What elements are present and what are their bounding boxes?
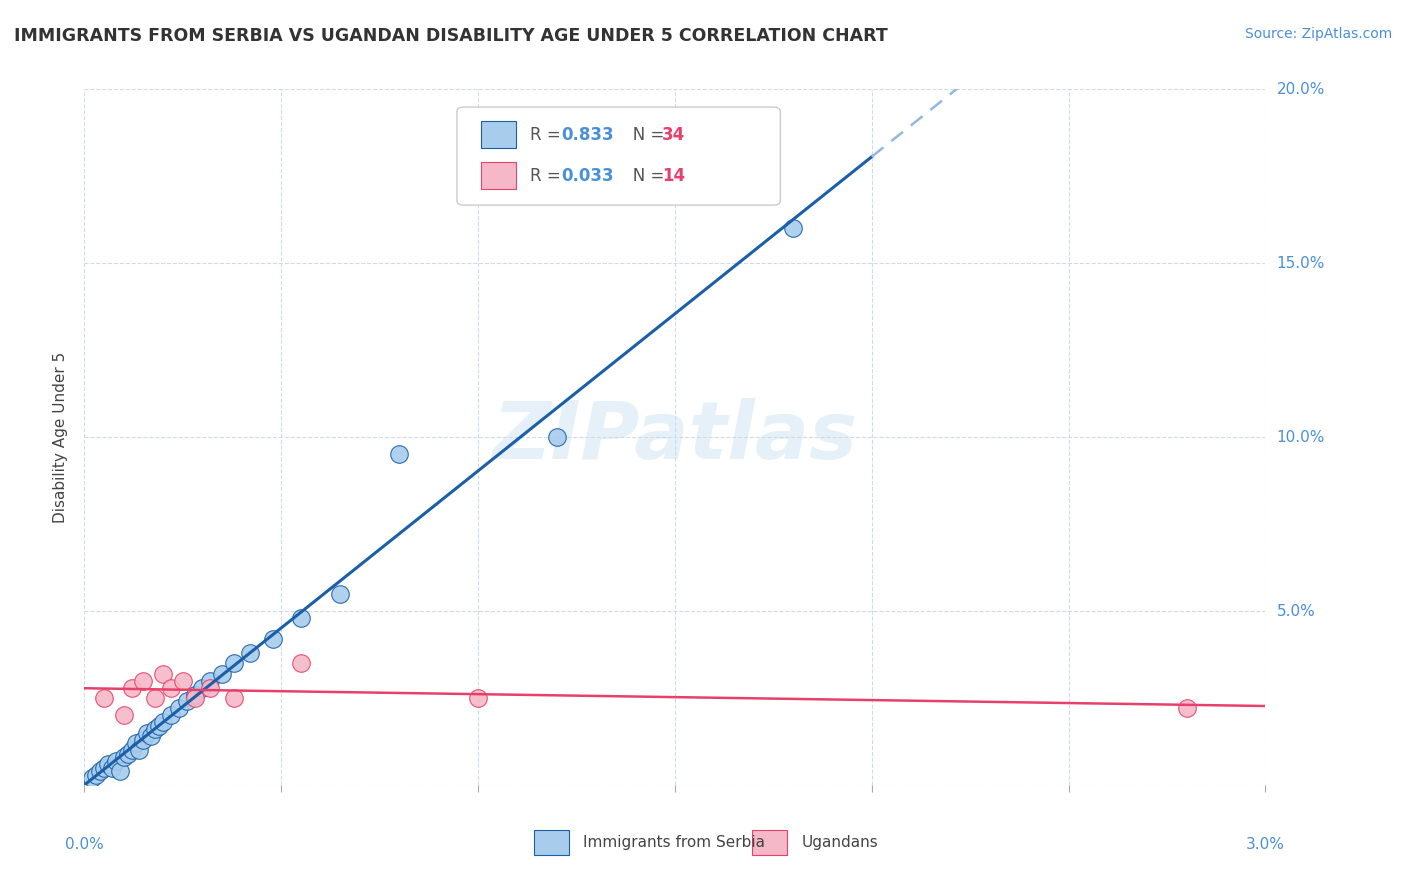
Point: [141, 729, 163, 743]
Point: [108, 764, 131, 778]
Point: [167, 701, 190, 715]
Text: R =: R =: [530, 167, 567, 185]
Text: 14: 14: [662, 167, 685, 185]
Text: 15.0%: 15.0%: [1277, 256, 1324, 270]
Point: [121, 743, 143, 757]
Point: [160, 708, 183, 723]
Point: [148, 719, 170, 733]
Point: [104, 754, 127, 768]
Point: [112, 750, 135, 764]
Point: [262, 632, 284, 646]
Text: Immigrants from Serbia: Immigrants from Serbia: [583, 836, 765, 850]
Point: [112, 708, 135, 723]
Point: [290, 611, 312, 625]
Text: Source: ZipAtlas.com: Source: ZipAtlas.com: [1244, 27, 1392, 41]
Point: [222, 690, 245, 705]
Point: [1175, 701, 1198, 715]
Point: [183, 690, 205, 705]
Point: [101, 760, 124, 774]
Text: 34: 34: [662, 126, 686, 144]
Point: [89, 764, 111, 778]
Point: [782, 221, 804, 235]
Text: 5.0%: 5.0%: [1277, 604, 1315, 618]
Point: [152, 666, 174, 681]
Point: [121, 681, 143, 695]
Text: 0.0%: 0.0%: [65, 837, 104, 852]
Text: 0.833: 0.833: [561, 126, 613, 144]
Point: [546, 430, 568, 444]
Point: [290, 657, 312, 671]
Text: 0.033: 0.033: [561, 167, 613, 185]
Point: [239, 646, 262, 660]
Point: [222, 657, 245, 671]
Point: [132, 732, 155, 747]
Point: [200, 673, 222, 688]
Point: [329, 587, 352, 601]
Point: [183, 688, 205, 702]
Point: [211, 666, 233, 681]
Point: [176, 694, 198, 708]
Point: [136, 726, 159, 740]
Text: ZIPatlas: ZIPatlas: [492, 398, 858, 476]
Point: [97, 757, 120, 772]
Point: [124, 736, 146, 750]
Text: Ugandans: Ugandans: [801, 836, 879, 850]
Point: [93, 690, 115, 705]
Point: [191, 681, 214, 695]
Text: N =: N =: [617, 126, 669, 144]
Text: 20.0%: 20.0%: [1277, 82, 1324, 96]
Point: [152, 715, 174, 730]
Point: [143, 723, 166, 737]
Point: [84, 767, 107, 781]
Point: [128, 743, 150, 757]
Point: [93, 760, 115, 774]
Point: [200, 681, 222, 695]
Point: [172, 673, 194, 688]
Point: [388, 447, 411, 462]
Point: [82, 771, 104, 785]
Text: R =: R =: [530, 126, 567, 144]
Y-axis label: Disability Age Under 5: Disability Age Under 5: [53, 351, 69, 523]
Text: N =: N =: [617, 167, 669, 185]
Point: [160, 681, 183, 695]
Point: [467, 690, 489, 705]
Text: 10.0%: 10.0%: [1277, 430, 1324, 444]
Point: [143, 690, 166, 705]
Point: [132, 673, 155, 688]
Text: 3.0%: 3.0%: [1246, 837, 1285, 852]
Point: [117, 747, 139, 761]
Text: IMMIGRANTS FROM SERBIA VS UGANDAN DISABILITY AGE UNDER 5 CORRELATION CHART: IMMIGRANTS FROM SERBIA VS UGANDAN DISABI…: [14, 27, 887, 45]
